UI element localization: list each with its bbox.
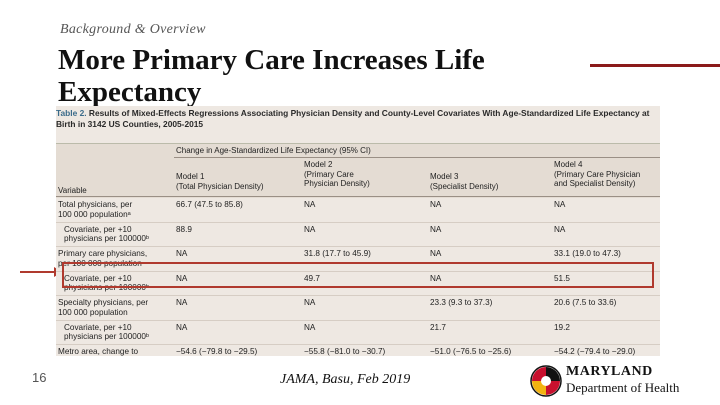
- logo-line-2: Department of Health: [566, 380, 680, 395]
- pointer-arrow-icon: [20, 267, 62, 277]
- table-cell-model-4: NA: [554, 200, 566, 209]
- table-cell-model-1: 66.7 (47.5 to 85.8): [176, 200, 243, 209]
- table-cell-model-4: −54.2 (−79.4 to −29.0): [554, 347, 636, 356]
- table-cell-model-1: NA: [176, 322, 188, 332]
- table-cell-model-2: NA: [304, 224, 316, 234]
- col-header-variable: Variable: [58, 186, 87, 195]
- table-cell-model-3: NA: [430, 200, 442, 209]
- table-row-divider: [56, 270, 660, 272]
- table-row-divider: [56, 295, 660, 296]
- table-cell-model-2: NA: [304, 200, 316, 209]
- page-number: 16: [32, 370, 47, 385]
- table-cell-model-4: 51.5: [554, 273, 570, 283]
- table-cell-model-2: NA: [304, 322, 316, 332]
- table-row-divider: [56, 344, 660, 345]
- table-cell-model-3: NA: [430, 249, 442, 258]
- span-header-rule: [174, 157, 660, 158]
- table-cell-model-1: NA: [176, 273, 188, 283]
- table-header-band: [56, 143, 660, 198]
- highlight-box: [62, 262, 654, 288]
- table-cell-model-2: NA: [304, 298, 316, 307]
- header-rule: [56, 196, 660, 197]
- col-header-model-3: Model 3 (Specialist Density): [430, 172, 499, 191]
- table-cell-model-3: 21.7: [430, 322, 446, 332]
- col-header-model-4: Model 4 (Primary Care Physician and Spec…: [554, 160, 641, 188]
- maryland-health-logo: MARYLAND Department of Health: [530, 364, 700, 398]
- table-row-divider: [56, 246, 660, 247]
- span-header: Change in Age-Standardized Life Expectan…: [176, 146, 371, 155]
- table-cell-model-1: −54.6 (−79.8 to −29.5): [176, 347, 258, 356]
- table-cell-model-3: −51.0 (−76.5 to −25.6): [430, 347, 512, 356]
- table-cell-variable: Covariate, per +10 physicians per 100000…: [64, 322, 150, 342]
- source-citation: JAMA, Basu, Feb 2019: [280, 372, 411, 387]
- table-cell-model-3: 23.3 (9.3 to 37.3): [430, 298, 493, 307]
- results-table: Table 2. Results of Mixed-Effects Regres…: [56, 106, 660, 356]
- table-cell-model-3: NA: [430, 273, 442, 283]
- table-cell-model-4: 33.1 (19.0 to 47.3): [554, 249, 621, 258]
- title-rule: [590, 64, 720, 67]
- table-cell-model-2: 49.7: [304, 273, 320, 283]
- table-cell-variable: Specialty physicians, per 100 000 popula…: [58, 298, 149, 317]
- col-header-model-1: Model 1 (Total Physician Density): [176, 172, 264, 191]
- table-cell-model-4: 20.6 (7.5 to 33.6): [554, 298, 617, 307]
- table-cell-model-1: NA: [176, 298, 188, 307]
- table-row-divider: [56, 221, 660, 223]
- table-cell-model-4: 19.2: [554, 322, 570, 332]
- table-cell-model-1: NA: [176, 249, 188, 258]
- slide-title: More Primary Care Increases Life Expecta…: [58, 44, 485, 108]
- table-cell-model-4: NA: [554, 224, 566, 234]
- table-cell-variable: Total physicians, per 100 000 population…: [58, 200, 133, 219]
- table-cell-model-1: 88.9: [176, 224, 192, 234]
- table-cell-model-3: NA: [430, 224, 442, 234]
- table-cell-model-2: 31.8 (17.7 to 45.9): [304, 249, 371, 258]
- table-title: Table 2. Results of Mixed-Effects Regres…: [56, 108, 650, 129]
- slide-kicker: Background & Overview: [60, 22, 206, 37]
- logo-line-1: MARYLAND: [566, 364, 653, 379]
- table-cell-variable: Covariate, per +10 physicians per 100000…: [64, 224, 150, 244]
- table-row-divider: [56, 319, 660, 321]
- col-header-model-2: Model 2 (Primary Care Physician Density): [304, 160, 370, 188]
- table-cell-variable: Metro area, change to nonmetro area, d: [58, 347, 139, 356]
- table-cell-model-2: −55.8 (−81.0 to −30.7): [304, 347, 386, 356]
- maryland-seal-icon: [530, 365, 562, 397]
